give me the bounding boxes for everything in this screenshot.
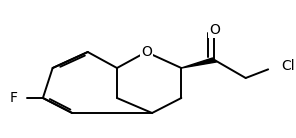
Text: O: O [209, 23, 220, 37]
Text: F: F [9, 91, 17, 105]
Text: O: O [141, 45, 152, 59]
Polygon shape [181, 58, 217, 68]
Text: Cl: Cl [281, 59, 295, 73]
